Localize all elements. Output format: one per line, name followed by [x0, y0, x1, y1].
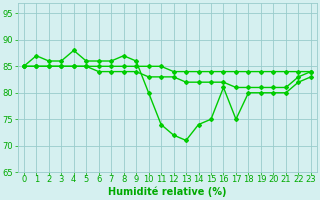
- X-axis label: Humidité relative (%): Humidité relative (%): [108, 187, 227, 197]
